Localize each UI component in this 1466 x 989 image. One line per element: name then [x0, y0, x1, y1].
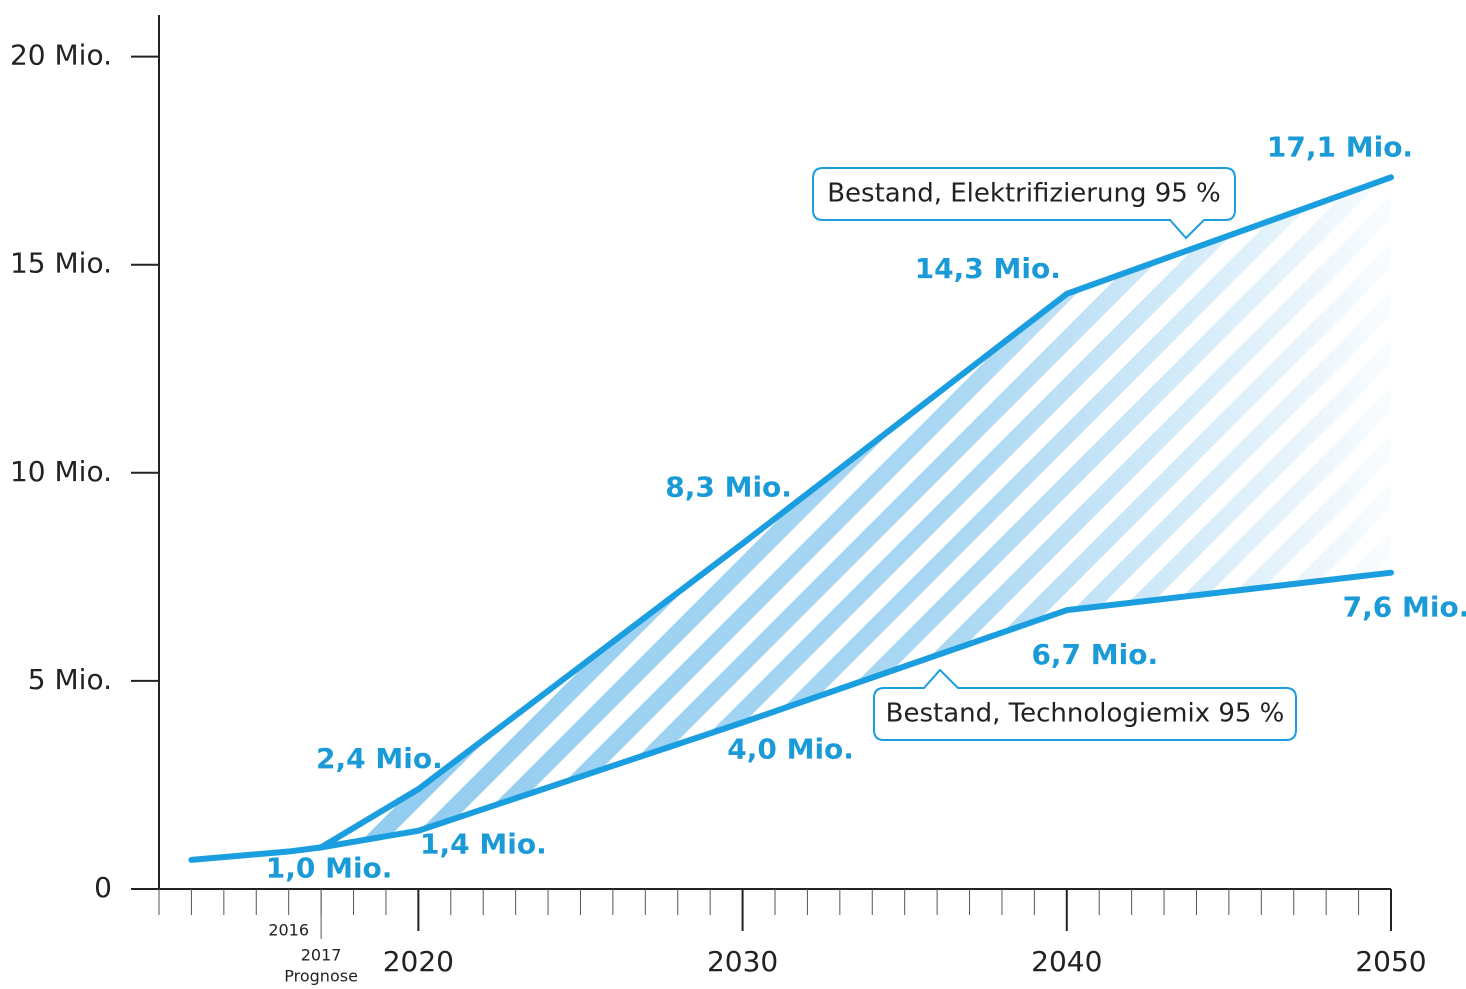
value-label: 8,3 Mio.	[665, 471, 792, 504]
x-tick-label: 2020	[383, 945, 454, 978]
y-tick-label: 5 Mio.	[28, 663, 112, 696]
annotation: 2016	[268, 921, 309, 940]
value-label: 4,0 Mio.	[727, 733, 854, 766]
value-label: 7,6 Mio.	[1343, 591, 1466, 624]
plot: 0 5 Mio. 10 Mio. 15 Mio. 20 Mio. 2020 2030 2040…	[10, 15, 1466, 986]
value-label: 1,4 Mio.	[420, 828, 547, 861]
line	[318, 569, 1394, 851]
value-label: 17,1 Mio.	[1267, 130, 1413, 163]
annotation: Prognose	[284, 967, 358, 986]
x-tick-label: 2050	[1355, 945, 1426, 978]
annotation: 2017	[301, 946, 342, 965]
line	[318, 174, 1394, 851]
x-tick-label: 2040	[1031, 945, 1102, 978]
y-tick-label: 10 Mio.	[10, 455, 112, 488]
series-name: Bestand, Elektrifizierung 95 %	[827, 179, 1221, 209]
callout-box	[873, 668, 1297, 741]
value-label: 6,7 Mio.	[1031, 638, 1158, 671]
x-tick-label: 2030	[707, 945, 778, 978]
y-tick-label: 15 Mio.	[10, 247, 112, 280]
y-tick-label: 20 Mio.	[10, 39, 112, 72]
y-tick-label: 0	[94, 871, 112, 904]
series-name: Bestand, Technologiemix 95 %	[886, 699, 1285, 729]
value-label: 14,3 Mio.	[915, 252, 1061, 285]
band	[321, 177, 1392, 848]
callout-box	[812, 167, 1236, 240]
line	[188, 844, 325, 863]
band-area	[321, 177, 1392, 848]
value-label: 2,4 Mio.	[316, 742, 443, 775]
value-label: 1,0 Mio.	[266, 851, 393, 884]
